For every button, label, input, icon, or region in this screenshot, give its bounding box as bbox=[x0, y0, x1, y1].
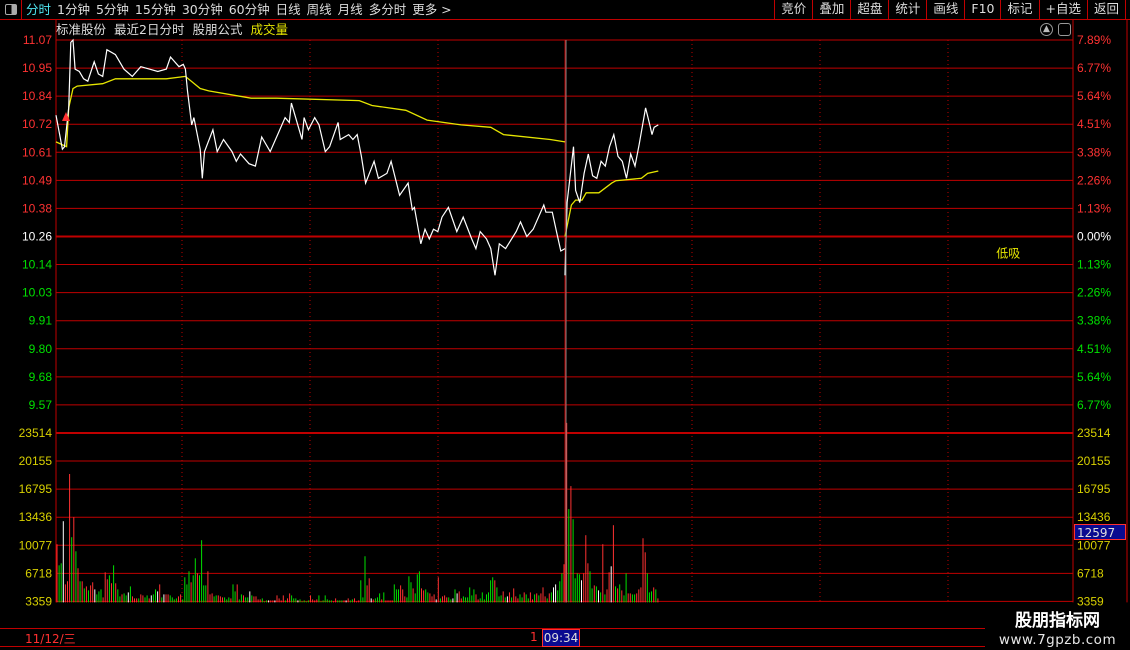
volume-tick-label-right: 13436 bbox=[1077, 510, 1111, 524]
percent-tick-label: 5.64% bbox=[1077, 370, 1111, 384]
stock-name: 标准股份 bbox=[56, 22, 107, 37]
tab-1[interactable]: 1分钟 bbox=[57, 2, 90, 17]
price-line bbox=[564, 107, 659, 276]
buy-marker-icon bbox=[62, 112, 70, 121]
percent-tick-label: 2.26% bbox=[1077, 173, 1111, 187]
tab-7[interactable]: 周线 bbox=[306, 2, 332, 17]
tab-0[interactable]: 分时 bbox=[26, 2, 52, 17]
toolbar-button-5[interactable]: F10 bbox=[964, 0, 1000, 19]
price-line bbox=[55, 38, 566, 276]
price-tick-label: 10.84 bbox=[22, 89, 52, 103]
volume-tick-label: 13436 bbox=[19, 510, 53, 524]
price-tick-label: 10.49 bbox=[22, 173, 52, 187]
date-label: 11/12/三 bbox=[25, 632, 76, 646]
cursor-time-label: 09:34 bbox=[542, 629, 580, 647]
toolbar-right-buttons: 竞价 叠加 超盘 统计 画线 F10 标记 +自选 返回 bbox=[774, 0, 1126, 19]
percent-tick-label: 3.38% bbox=[1077, 314, 1111, 328]
volume-tick-label-right: 3359 bbox=[1077, 594, 1104, 608]
volume-tick-label: 23514 bbox=[19, 426, 53, 440]
tab-6[interactable]: 日线 bbox=[275, 2, 301, 17]
percent-tick-label: 1.13% bbox=[1077, 201, 1111, 215]
info-row: 标准股份 最近2日分时 股朋公式 成交量 bbox=[56, 21, 288, 38]
price-tick-label: 9.91 bbox=[29, 314, 53, 328]
tab-2[interactable]: 5分钟 bbox=[95, 2, 129, 17]
period-tabs: 分时 1分钟 5分钟 15分钟 30分钟 60分钟 日线 周线 月线 多分时 更多 > bbox=[26, 1, 458, 18]
price-tick-label: 10.72 bbox=[22, 117, 52, 131]
price-tick-label: 10.61 bbox=[22, 145, 52, 159]
toolbar-button-6[interactable]: 标记 bbox=[1000, 0, 1038, 19]
signal-annotation: 低吸 bbox=[996, 246, 1020, 260]
price-tick-label: 9.80 bbox=[29, 342, 53, 356]
volume-tick-label-right: 16795 bbox=[1077, 482, 1111, 496]
tab-4[interactable]: 30分钟 bbox=[181, 2, 223, 17]
volume-tick-label: 16795 bbox=[19, 482, 53, 496]
time-axis-bar: 11/12/三 1 09:34 bbox=[0, 628, 1130, 647]
toolbar-button-8[interactable]: 返回 bbox=[1086, 0, 1126, 19]
watermark-url: www.7gpzb.com bbox=[998, 632, 1117, 648]
tab-5[interactable]: 60分钟 bbox=[228, 2, 270, 17]
volume-tick-label: 10077 bbox=[19, 538, 53, 552]
percent-tick-label: 1.13% bbox=[1077, 258, 1111, 272]
panel-icon bbox=[5, 4, 17, 15]
toolbar-button-7[interactable]: +自选 bbox=[1038, 0, 1087, 19]
percent-tick-label: 7.89% bbox=[1077, 33, 1111, 47]
panel-toggle-button[interactable] bbox=[0, 0, 22, 19]
volume-tick-label: 3359 bbox=[25, 594, 52, 608]
toolbar: 分时 1分钟 5分钟 15分钟 30分钟 60分钟 日线 周线 月线 多分时 更多 > 竞价 叠加 超盘… bbox=[0, 0, 1130, 20]
toolbar-button-4[interactable]: 画线 bbox=[926, 0, 964, 19]
price-tick-label: 10.26 bbox=[22, 229, 52, 243]
volume-tick-label: 6718 bbox=[25, 566, 52, 580]
tab-10[interactable]: 更多 > bbox=[412, 2, 452, 17]
toolbar-button-0[interactable]: 竞价 bbox=[774, 0, 812, 19]
formula-label: 股朋公式 bbox=[192, 22, 243, 37]
average-price-line bbox=[55, 75, 566, 148]
collapse-up-icon[interactable]: ▲ bbox=[1040, 23, 1053, 36]
toolbar-button-1[interactable]: 叠加 bbox=[812, 0, 850, 19]
volume-tick-label-right: 6718 bbox=[1077, 566, 1104, 580]
percent-tick-label: 4.51% bbox=[1077, 342, 1111, 356]
volume-cursor-readout: 12597 bbox=[1074, 524, 1126, 541]
percent-tick-label: 6.77% bbox=[1077, 61, 1111, 75]
percent-tick-label: 3.38% bbox=[1077, 145, 1111, 159]
volume-tick-label: 20155 bbox=[19, 454, 53, 468]
layout-panel-icon[interactable] bbox=[1058, 23, 1071, 36]
toolbar-button-3[interactable]: 统计 bbox=[888, 0, 926, 19]
price-tick-label: 10.03 bbox=[22, 286, 52, 300]
cursor-prefix: 1 bbox=[530, 630, 538, 644]
percent-tick-label: 4.51% bbox=[1077, 117, 1111, 131]
price-tick-label: 10.14 bbox=[22, 258, 52, 272]
price-tick-label: 10.95 bbox=[22, 61, 52, 75]
percent-tick-label: 2.26% bbox=[1077, 286, 1111, 300]
average-price-line bbox=[564, 170, 659, 237]
tab-9[interactable]: 多分时 bbox=[368, 2, 407, 17]
watermark: 股朋指标网 www.7gpzb.com bbox=[985, 611, 1130, 650]
volume-tick-label-right: 10077 bbox=[1077, 538, 1111, 552]
volume-tick-label-right: 23514 bbox=[1077, 426, 1111, 440]
price-tick-label: 9.57 bbox=[29, 398, 53, 412]
percent-tick-label: 5.64% bbox=[1077, 89, 1111, 103]
tab-8[interactable]: 月线 bbox=[337, 2, 363, 17]
percent-tick-label: 0.00% bbox=[1077, 229, 1111, 243]
watermark-title: 股朋指标网 bbox=[1015, 611, 1100, 631]
tab-3[interactable]: 15分钟 bbox=[134, 2, 176, 17]
price-tick-label: 9.68 bbox=[29, 370, 53, 384]
volume-tick-label-right: 20155 bbox=[1077, 454, 1111, 468]
price-tick-label: 11.07 bbox=[23, 33, 52, 47]
period-label: 最近2日分时 bbox=[114, 22, 185, 37]
indicator-label[interactable]: 成交量 bbox=[250, 22, 288, 37]
percent-tick-label: 6.77% bbox=[1077, 398, 1111, 412]
toolbar-button-2[interactable]: 超盘 bbox=[850, 0, 888, 19]
price-tick-label: 10.38 bbox=[22, 201, 52, 215]
